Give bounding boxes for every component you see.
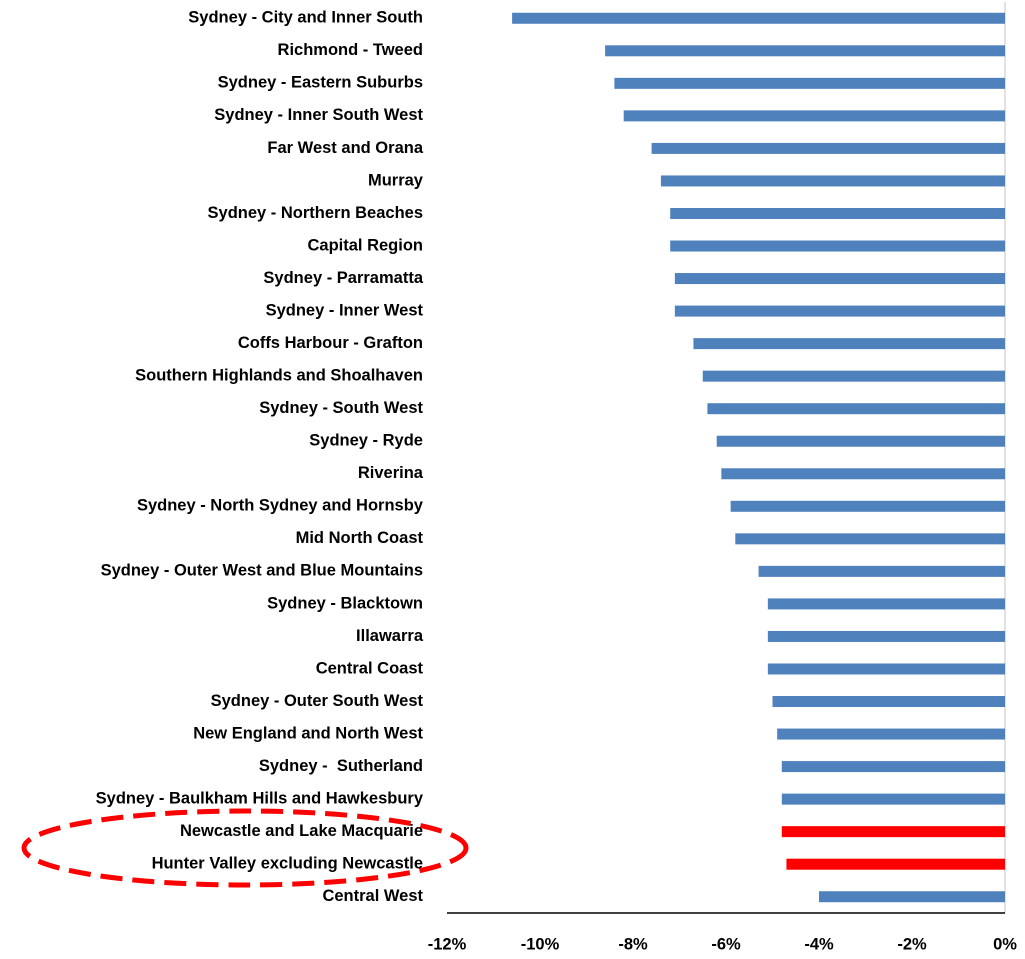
y-tick-label: Newcastle and Lake Macquarie: [180, 822, 423, 840]
bar: [819, 891, 1005, 903]
bar: [772, 696, 1005, 708]
bar: [512, 12, 1005, 24]
y-tick-label: Mid North Coast: [296, 529, 424, 547]
y-tick-label: Sydney - Outer West and Blue Mountains: [101, 562, 423, 580]
bar: [674, 273, 1005, 285]
bar: [767, 663, 1005, 675]
x-tick-label: -6%: [711, 935, 741, 953]
bar: [605, 45, 1005, 57]
bar: [786, 858, 1005, 870]
y-tick-label: Coffs Harbour - Grafton: [238, 334, 423, 352]
y-tick-label: Central Coast: [316, 659, 424, 677]
bar: [758, 565, 1005, 577]
y-tick-label: Sydney - South West: [259, 399, 423, 417]
bar: [707, 403, 1005, 415]
bar: [767, 598, 1005, 610]
bar: [716, 435, 1005, 447]
bar: [674, 305, 1005, 317]
y-tick-label: Central West: [322, 887, 423, 905]
y-tick-label: Sydney - Inner West: [266, 301, 424, 319]
y-tick-label: Hunter Valley excluding Newcastle: [152, 855, 423, 873]
bar: [614, 77, 1005, 89]
y-tick-label: Illawarra: [356, 627, 424, 645]
bar: [670, 240, 1005, 252]
x-tick-label: -12%: [428, 935, 467, 953]
y-tick-label: Sydney - Northern Beaches: [208, 204, 423, 222]
bar: [735, 533, 1005, 545]
y-tick-label: Richmond - Tweed: [278, 41, 423, 59]
bar: [781, 761, 1005, 773]
x-tick-label: -2%: [897, 935, 927, 953]
bar: [623, 110, 1005, 122]
bar: [651, 142, 1005, 154]
y-tick-label: Sydney - Outer South West: [211, 692, 424, 710]
y-tick-label: Sydney - Parramatta: [263, 269, 423, 287]
y-tick-label: Sydney - Eastern Suburbs: [218, 74, 423, 92]
y-tick-label: Capital Region: [307, 236, 423, 254]
y-tick-label: Sydney - Inner South West: [214, 106, 423, 124]
y-tick-label: Sydney - Blacktown: [267, 594, 423, 612]
bar: [781, 826, 1005, 838]
y-tick-label: Sydney - City and Inner South: [188, 9, 423, 27]
bar: [781, 793, 1005, 805]
x-tick-label: -10%: [521, 935, 560, 953]
bar: [767, 630, 1005, 642]
y-tick-label: Murray: [368, 171, 424, 189]
y-tick-label: Far West and Orana: [267, 139, 423, 157]
y-tick-label: Riverina: [358, 464, 424, 482]
bar: [693, 338, 1005, 350]
x-tick-label: 0%: [993, 935, 1017, 953]
bar: [730, 500, 1005, 512]
y-tick-label: Sydney - Sutherland: [259, 757, 423, 775]
highlight-ellipse: [21, 808, 469, 888]
bar: [721, 468, 1005, 480]
y-tick-label: Sydney - Ryde: [309, 432, 423, 450]
y-tick-label: New England and North West: [193, 724, 423, 742]
bar: [670, 207, 1005, 219]
y-tick-label: Southern Highlands and Shoalhaven: [135, 367, 423, 385]
y-tick-label: Sydney - North Sydney and Hornsby: [137, 497, 424, 515]
bar: [702, 370, 1005, 382]
bar: [777, 728, 1005, 740]
x-tick-label: -4%: [804, 935, 834, 953]
x-tick-label: -8%: [618, 935, 648, 953]
y-tick-label: Sydney - Baulkham Hills and Hawkesbury: [96, 789, 424, 807]
bar: [660, 175, 1005, 187]
